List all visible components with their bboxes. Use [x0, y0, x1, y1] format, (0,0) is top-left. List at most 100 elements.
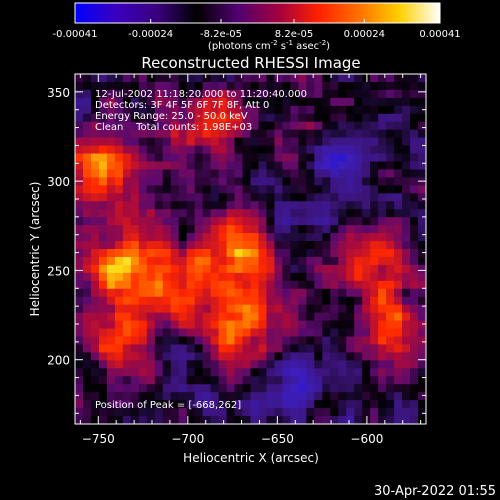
heatmap-cell — [122, 320, 132, 330]
heatmap-cell — [250, 336, 260, 346]
heatmap-cell — [75, 328, 84, 338]
heatmap-cell — [330, 153, 339, 163]
heatmap-cell — [75, 177, 84, 186]
heatmap-cell — [410, 416, 419, 424]
heatmap-cell — [138, 344, 148, 354]
heatmap-cell — [362, 161, 371, 171]
heatmap-cell — [402, 89, 411, 99]
heatmap-cell — [234, 328, 244, 338]
heatmap-cell — [306, 344, 315, 354]
heatmap-cell — [338, 74, 347, 83]
heatmap-cell — [146, 368, 156, 377]
heatmap-cell — [114, 336, 124, 346]
heatmap-cell — [282, 121, 291, 131]
heatmap-cell — [170, 121, 180, 131]
heatmap-cell — [138, 217, 148, 226]
heatmap-cell — [386, 272, 395, 282]
heatmap-cell — [210, 352, 220, 361]
heatmap-cell — [314, 97, 323, 107]
heatmap-cell — [114, 376, 124, 385]
heatmap-cell — [210, 408, 220, 417]
heatmap-cell — [330, 121, 339, 131]
heatmap-cell — [298, 312, 307, 322]
heatmap-cell — [290, 376, 299, 385]
heatmap-cell — [314, 201, 323, 210]
heatmap-cell — [298, 217, 307, 226]
heatmap-cell — [146, 288, 156, 298]
heatmap-cell — [402, 416, 411, 424]
heatmap-cell — [154, 161, 164, 171]
heatmap-cell — [274, 193, 284, 202]
heatmap-cell — [330, 177, 339, 186]
heatmap-cell — [266, 304, 276, 314]
heatmap-cell — [242, 328, 252, 338]
heatmap-cell — [242, 81, 252, 91]
y-axis-label: Heliocentric Y (arcsec) — [28, 182, 42, 317]
heatmap-cell — [114, 97, 124, 107]
heatmap-cell — [242, 129, 252, 139]
heatmap-cell — [362, 272, 371, 282]
heatmap-cell — [98, 193, 108, 202]
heatmap-cell — [250, 320, 260, 330]
heatmap-cell — [314, 280, 323, 290]
heatmap-cell — [298, 81, 307, 91]
heatmap-cell — [202, 352, 212, 361]
heatmap-cell — [194, 376, 204, 385]
heatmap-cell — [138, 81, 148, 91]
heatmap-cell — [402, 336, 411, 346]
heatmap-cell — [162, 193, 172, 202]
heatmap-cell — [378, 169, 387, 179]
heatmap-cell — [154, 145, 164, 155]
heatmap-cell — [290, 336, 299, 346]
heatmap-cell — [186, 296, 196, 306]
heatmap-cell — [106, 312, 116, 322]
heatmap-cell — [186, 137, 196, 147]
heatmap-cell — [402, 368, 411, 377]
heatmap-cell — [82, 201, 92, 210]
heatmap-cell — [290, 161, 299, 171]
heatmap-cell — [226, 400, 236, 409]
heatmap-cell — [210, 161, 220, 171]
heatmap-cell — [290, 81, 299, 91]
heatmap-cell — [202, 233, 212, 242]
heatmap-cell — [274, 320, 284, 330]
heatmap-cell — [410, 161, 419, 171]
heatmap-cell — [394, 312, 403, 322]
heatmap-cell — [306, 328, 315, 338]
heatmap-cell — [290, 105, 299, 115]
heatmap-cell — [194, 153, 204, 163]
heatmap-cell — [258, 272, 268, 282]
heatmap-cell — [418, 288, 426, 298]
heatmap-cell — [138, 272, 148, 282]
heatmap-cell — [338, 320, 347, 330]
heatmap-cell — [346, 177, 355, 186]
heatmap-cell — [130, 280, 140, 290]
heatmap-cell — [346, 209, 355, 218]
heatmap-cell — [322, 97, 331, 107]
heatmap-cell — [98, 169, 108, 179]
heatmap-cell — [266, 105, 276, 115]
heatmap-cell — [338, 312, 347, 322]
heatmap-cell — [394, 344, 403, 354]
heatmap-cell — [138, 201, 148, 210]
heatmap-cell — [210, 344, 220, 354]
heatmap-cell — [314, 312, 323, 322]
heatmap-cell — [346, 217, 355, 226]
heatmap-cell — [202, 272, 212, 282]
heatmap-cell — [218, 328, 228, 338]
timestamp: 30-Apr-2022 01:55 — [374, 484, 496, 499]
heatmap-cell — [322, 89, 331, 99]
heatmap-cell — [234, 304, 244, 314]
heatmap-cell — [226, 376, 236, 385]
heatmap-cell — [266, 272, 276, 282]
heatmap-cell — [370, 153, 379, 163]
heatmap-cell — [314, 328, 323, 338]
heatmap-cell — [362, 153, 371, 163]
heatmap-cell — [258, 225, 268, 234]
heatmap-cell — [226, 384, 236, 393]
heatmap-cell — [122, 193, 132, 202]
heatmap-cell — [290, 193, 299, 202]
heatmap-cell — [258, 169, 268, 179]
heatmap-cell — [106, 352, 116, 361]
heatmap-image — [75, 74, 426, 424]
